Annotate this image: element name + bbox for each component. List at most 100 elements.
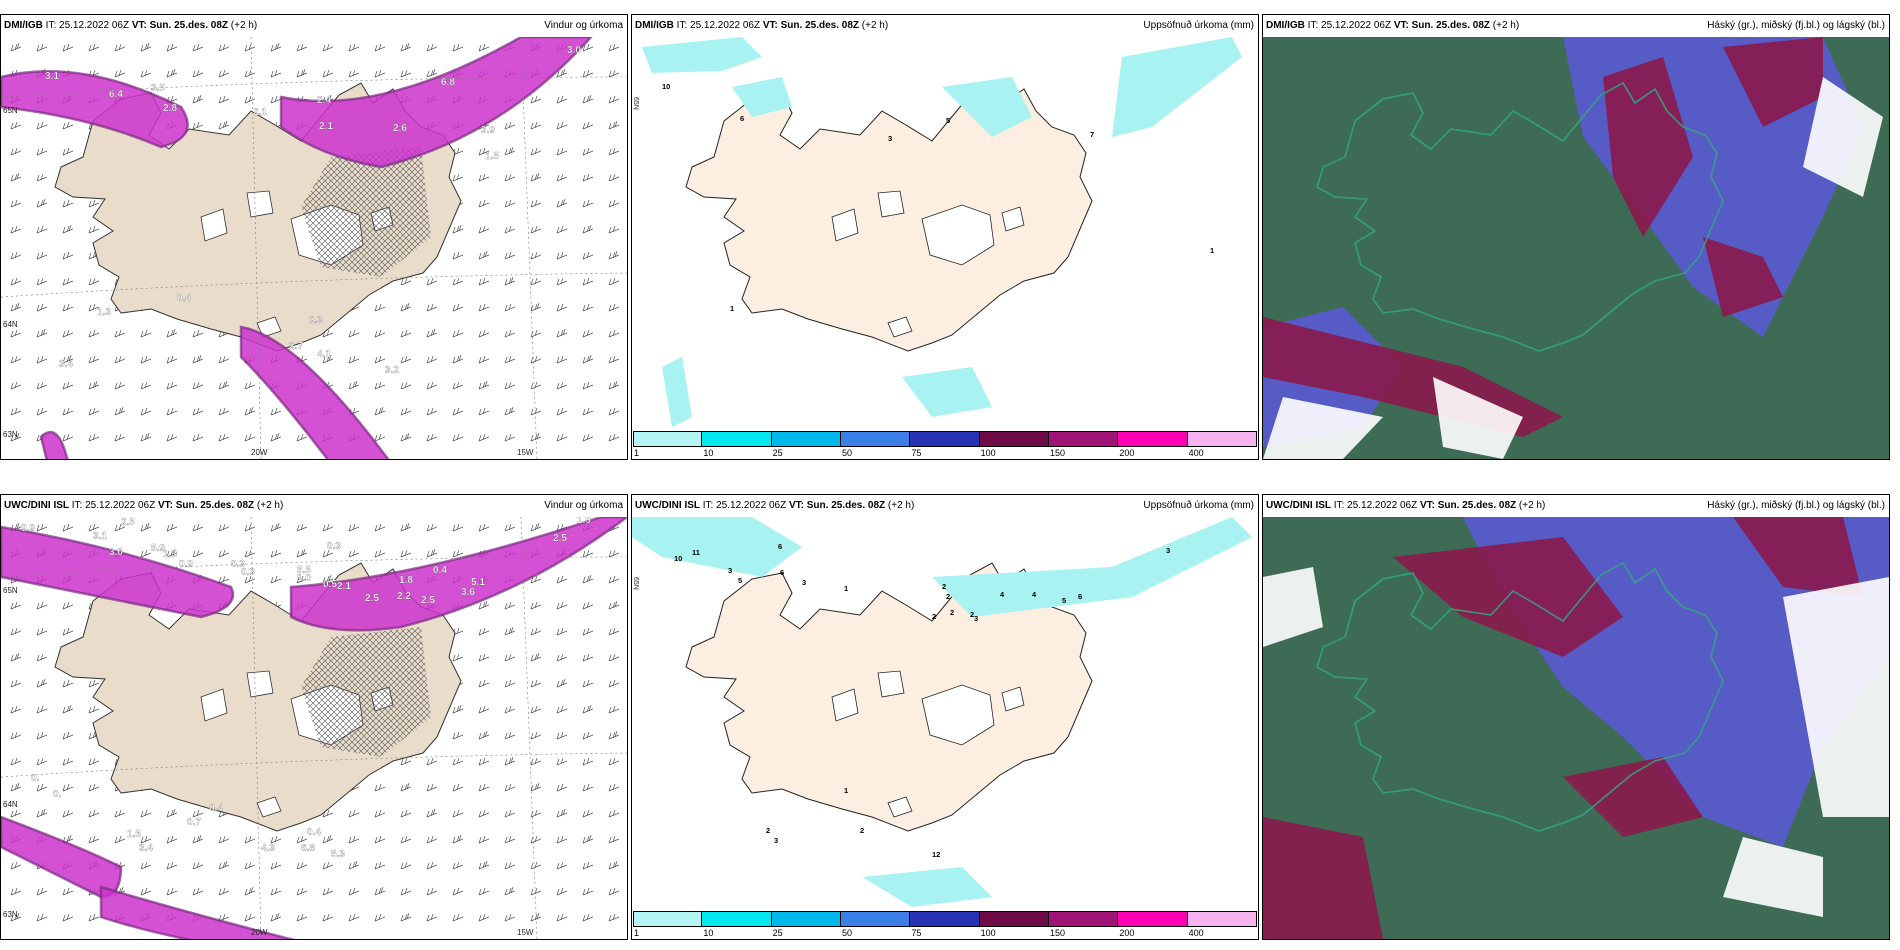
glacier-0 [200,688,228,722]
clear-sky-0 [1783,577,1889,817]
lead-time: (+2 h) [887,500,915,511]
map-canvas[interactable] [1263,517,1889,939]
glacier-3 [1001,206,1025,232]
colorbar-swatch [910,911,980,927]
precip-value-label: 3.4 [139,843,153,854]
precip-value-label: 3.4 [59,359,73,370]
accum-value-label: 6 [740,114,744,123]
colorbar-swatch [1118,911,1188,927]
precip-value-label: 2.5 [553,533,567,544]
colorbar-swatch [910,431,980,447]
colorbar-tick: 150 [1050,928,1066,938]
colorbar-swatch [841,431,911,447]
precip-area-2 [942,77,1032,137]
accum-value-label: 10 [674,554,682,563]
colorbar-tick: 10 [703,928,714,938]
map-canvas[interactable]: 3.1 6.4 3.5 2.8 2.1 2.4 2.1 6.8 2.6 3.9 3.0 1.5 0.4 2… [1,37,627,459]
colorbar-swatch [633,431,703,447]
accum-value-label: 12 [932,850,940,859]
clear-sky-2 [1433,377,1523,459]
glacier-1 [877,670,905,698]
axis-label: 63N [3,910,18,919]
precip-value-label: 0.4 [307,827,321,838]
precip-value-label: 2.2 [397,591,411,602]
init-time: IT: 25.12.2022 06Z [676,20,761,31]
colorbar-tick: 100 [980,448,996,458]
glacier-2 [921,204,995,266]
precip-band-3 [41,432,68,459]
axis-label: 65N [632,97,639,110]
map-canvas[interactable]: 10 11 6 3 5 6 3 1 2 2 2 2 2 3 4 4 5 6 3 1 2 2 3 12 65N [632,517,1258,939]
map-canvas[interactable] [1263,37,1889,459]
low-cloud-1 [1733,517,1863,597]
precip-value-labels: 9.93.12.53.0 5.91.30.9 0.30.3 5.51.00.5 2.12… [21,517,592,860]
low-cloud-3 [1563,757,1703,837]
map-panel-0-2: DMI/IGB IT: 25.12.2022 06Z VT: Sun. 25.d… [1262,14,1890,460]
accum-value-label: 1 [730,304,734,313]
model-name: UWC/DINI ISL [4,500,69,511]
colorbar-swatch [1187,911,1257,927]
axis-label: 64N [3,800,18,809]
map-canvas[interactable]: 9.9 3.1 2.5 3.0 5.9 1.3 0.9 0.3 0.3 5.5 1.0 0.5 2.1 2… [1,517,627,939]
precip-value-label: 1.5 [127,829,141,840]
colorbar-swatch [771,911,841,927]
precip-value-label: 0.5 [323,579,337,590]
precip-value-label: 5.9 [151,543,165,554]
colorbar-legend: 1 10 25 50 75 100 150 200 400 [632,909,1258,939]
precip-band-2 [241,327,388,459]
accum-value-label: 3 [728,566,732,575]
precip-band-3 [101,887,291,939]
accum-value-label: 2 [950,608,954,617]
clear-sky-0 [1803,77,1883,197]
iceland-landmass [685,82,1093,352]
axis-label: 20W [251,448,268,457]
precip-area-1 [732,77,792,117]
hatch-area [301,627,431,757]
map-canvas[interactable]: 10 6 3 5 7 1 1 65N [632,37,1258,459]
lead-time: (+2 h) [1518,500,1546,511]
accum-value-label: 3 [802,578,806,587]
clear-sky-1 [1263,567,1323,647]
precip-value-label: 5.5 [297,565,311,576]
precip-bands [1,37,593,459]
precip-value-label: 2.5 [365,593,379,604]
accum-value-label: 6 [778,542,782,551]
glacier-1 [246,190,274,218]
valid-time: VT: Sun. 25.des. 08Z [1393,20,1491,31]
glacier-4 [887,796,913,818]
precip-value-label: 5.3 [331,849,345,860]
precip-area-2 [862,867,992,907]
valid-time: VT: Sun. 25.des. 08Z [131,20,229,31]
clear-sky-1 [1263,397,1383,459]
accum-value-label: 4 [1032,590,1037,599]
field-title: Háský (gr.), miðský (fj.bl.) og lágský (… [1707,20,1885,31]
precip-area-1 [932,517,1252,617]
precip-value-label: 6.8 [441,77,455,88]
precip-value-label: 2.6 [393,123,407,134]
precip-value-label: 2.5 [421,595,435,606]
model-name: UWC/DINI ISL [1266,500,1331,511]
precip-value-label: 9.9 [21,523,35,534]
accum-value-label: 3 [774,836,778,845]
precip-value-label: 1.3 [97,307,111,318]
colorbar-tick: 1 [634,928,640,938]
colorbar-swatch [1049,911,1119,927]
model-name: DMI/IGB [1266,20,1305,31]
precip-value-label: 2.5 [121,517,135,528]
precip-value-label: 4.3 [261,843,275,854]
precip-bands [1,517,627,939]
precip-value-label: 0. [53,789,62,800]
low-cloud-2 [1263,817,1383,939]
glacier-1 [246,670,274,698]
accum-value-label: 1 [844,584,848,593]
colorbar-tick: 75 [911,928,922,938]
clear-sky-2 [1723,837,1823,917]
accum-precip-areas [632,517,1252,907]
precip-value-label: 2.4 [317,95,331,106]
accum-value-label: 2 [946,592,950,601]
axis-label: 65N [3,586,18,595]
lead-time: (+2 h) [1492,20,1520,31]
precip-value-label: 2.1 [337,581,351,592]
precip-value-label: 1.9 [577,517,591,526]
